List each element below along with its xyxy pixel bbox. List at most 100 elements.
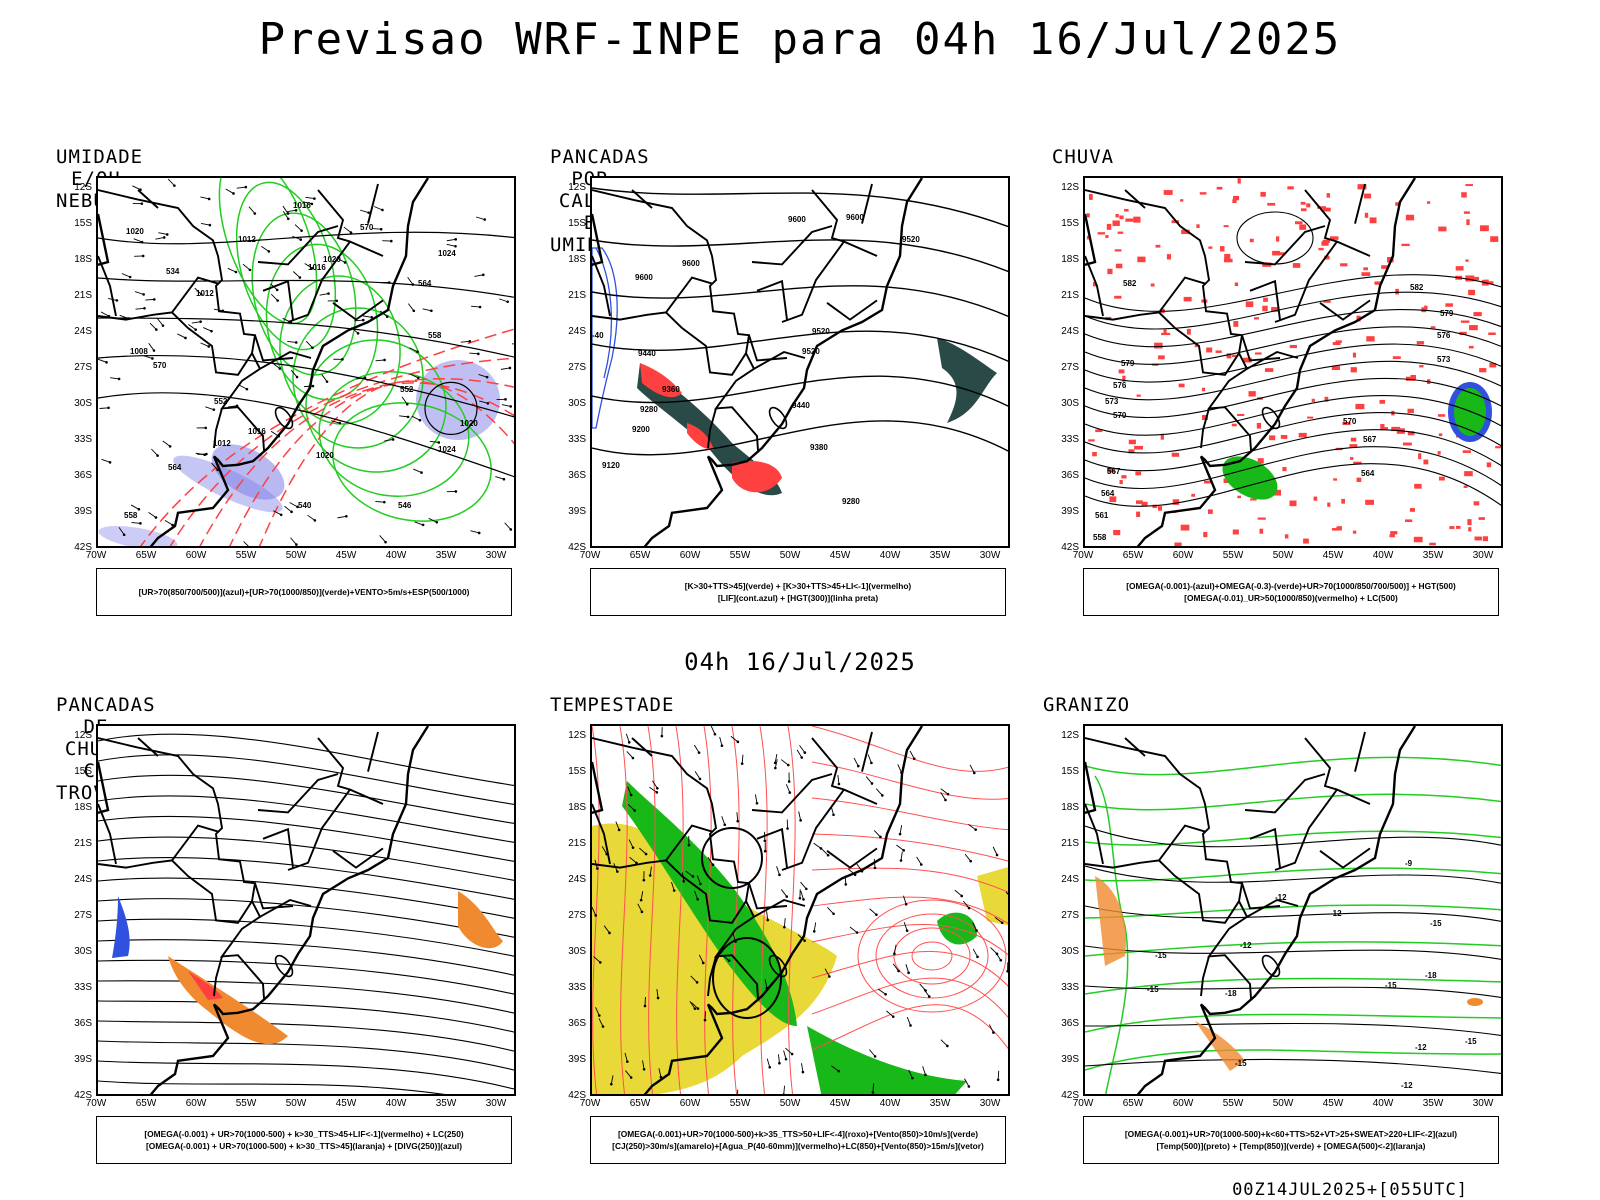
- rain-red-spot: [1474, 536, 1482, 541]
- thunderstorm-area: [458, 891, 503, 949]
- rain-red-spot: [1264, 368, 1274, 372]
- wind-vector-head: [631, 846, 635, 849]
- wind-vector-head: [904, 902, 908, 906]
- border-line: [753, 350, 806, 370]
- contour-label: 1008: [130, 347, 148, 356]
- streamline: [98, 733, 514, 786]
- wind-vector: [903, 922, 908, 931]
- wind-vector: [98, 358, 107, 363]
- wind-vector-head: [107, 406, 110, 410]
- border-line: [1304, 737, 1338, 791]
- lat-tick-label: 12S: [74, 182, 92, 193]
- humidity-green-contour: [305, 339, 447, 473]
- wind-vector-head: [672, 889, 676, 892]
- wind-vector: [908, 1069, 913, 1079]
- west-coastline: [592, 213, 604, 267]
- rain-red-spot: [1284, 534, 1289, 539]
- lat-tick-label: 21S: [568, 838, 586, 849]
- lat-tick-label: 42S: [1061, 1090, 1079, 1101]
- wind-vector-head: [599, 961, 602, 964]
- contour-label: -15: [1155, 951, 1167, 960]
- temp-850-contour: [1085, 867, 1501, 882]
- wind-vector: [272, 510, 282, 516]
- wind-vector-head: [837, 1069, 841, 1073]
- rain-red-spot: [1459, 331, 1467, 335]
- wind-vector: [922, 1066, 926, 1075]
- rain-red-spot: [1257, 517, 1266, 520]
- wind-vector-head: [383, 358, 386, 362]
- border-line: [631, 189, 653, 209]
- wind-vector: [399, 415, 409, 418]
- border-line: [1354, 183, 1366, 224]
- contour-label: -12: [1240, 941, 1252, 950]
- wind-vector: [379, 535, 386, 543]
- lon-tick-label: 65W: [1122, 550, 1144, 561]
- wind-vector-head: [327, 292, 330, 295]
- wind-vector: [287, 209, 297, 212]
- rain-red-spot: [1125, 218, 1134, 222]
- wind-vector: [203, 327, 212, 332]
- wind-vector-head: [855, 931, 859, 934]
- rain-red-spot: [1437, 414, 1446, 417]
- lon-tick-label: 50W: [285, 1098, 307, 1109]
- wind-vector: [292, 235, 301, 240]
- lat-tick-label: 30S: [1061, 398, 1079, 409]
- lat-tick-label: 33S: [1061, 434, 1079, 445]
- lon-tick-label: 55W: [1222, 1098, 1244, 1109]
- east-coastline: [643, 726, 924, 1094]
- wind-vector-head: [406, 415, 410, 419]
- rain-red-spot: [1438, 433, 1443, 437]
- border-line: [811, 737, 845, 791]
- wind-vector-head: [660, 734, 664, 738]
- wind-vector: [968, 824, 976, 831]
- rain-red-spot: [1350, 456, 1354, 460]
- rain-red-spot: [1271, 307, 1279, 312]
- rain-red-spot: [1461, 192, 1467, 198]
- temp-500-contour: [1085, 1022, 1501, 1037]
- border-line: [1158, 276, 1206, 313]
- rain-red-spot: [1150, 283, 1155, 287]
- wind-vector: [372, 228, 382, 230]
- wind-vector: [754, 794, 758, 804]
- rain-red-spot: [1323, 300, 1331, 303]
- wind-vector-head: [153, 298, 156, 301]
- wind-vector-head: [300, 229, 303, 232]
- border-line: [254, 882, 294, 910]
- wind-vector: [783, 1085, 785, 1094]
- rain-red-spot: [1166, 254, 1172, 260]
- wind-vector-head: [295, 543, 298, 546]
- border-line: [137, 189, 159, 209]
- lat-tick-label: 27S: [74, 362, 92, 373]
- wind-vector-head: [506, 300, 510, 304]
- contour-label: 567: [1107, 467, 1121, 476]
- wind-vector: [134, 291, 144, 295]
- wind-vector-head: [629, 793, 633, 797]
- temp-850-contour: [1085, 977, 1501, 995]
- rain-red-spot: [1289, 344, 1297, 349]
- lon-tick-label: 45W: [1322, 550, 1344, 561]
- wind-vector-head: [234, 270, 238, 274]
- rain-red-spot: [1363, 193, 1372, 199]
- rain-red-spot: [1223, 225, 1229, 228]
- wind-vector-head: [805, 887, 808, 891]
- rain-red-spot: [1262, 305, 1268, 312]
- lon-tick-label: 50W: [1272, 550, 1294, 561]
- wind-vector: [694, 890, 699, 900]
- rain-red-spot: [1479, 368, 1487, 373]
- streamline: [98, 836, 514, 881]
- wind-vector-head: [633, 809, 636, 812]
- wind-vector-head: [244, 185, 248, 189]
- wind-vector: [785, 1047, 793, 1055]
- lon-tick-label: 65W: [1122, 1098, 1144, 1109]
- rain-red-spot: [1402, 442, 1412, 446]
- rain-red-spot: [1135, 500, 1143, 504]
- rain-red-spot: [1086, 235, 1091, 240]
- rain-red-spot: [1331, 528, 1341, 531]
- rain-red-spot: [1300, 201, 1306, 205]
- wind-vector: [696, 875, 701, 885]
- map-frame: [96, 724, 516, 1096]
- lat-tick-label: 36S: [568, 1018, 586, 1029]
- rain-red-spot: [1135, 471, 1142, 476]
- lon-tick-label: 45W: [335, 1098, 357, 1109]
- temp-500-contour: [1085, 1058, 1501, 1075]
